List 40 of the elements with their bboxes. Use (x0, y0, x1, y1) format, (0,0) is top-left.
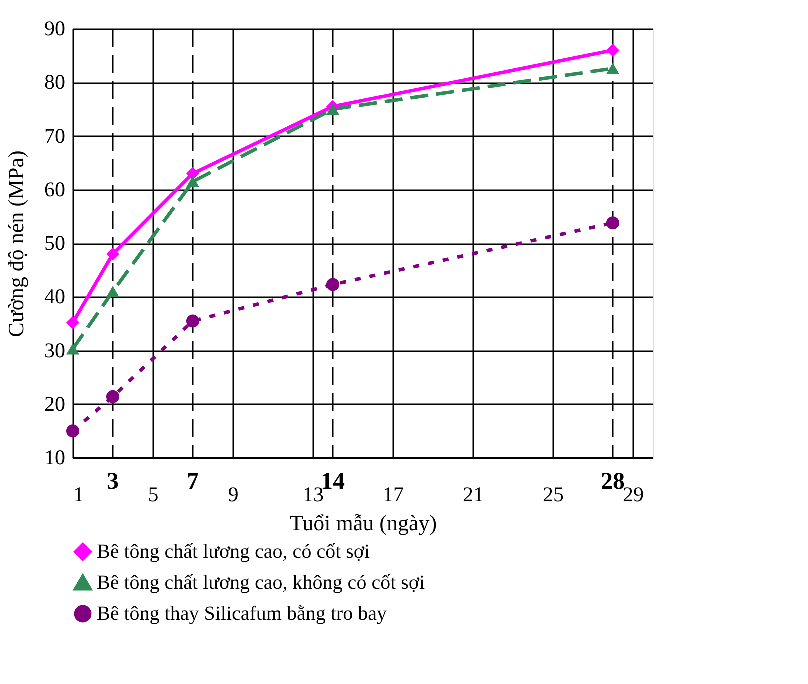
y-tick-label: 40 (44, 284, 66, 309)
y-tick-label: 90 (44, 16, 66, 40)
point (106, 390, 120, 404)
x-tick-label: 1 (74, 482, 84, 506)
x-tick-label: 13 (303, 482, 324, 506)
legend-label: Bê tông chất lương cao, có cốt sợi (97, 541, 370, 563)
point (186, 314, 200, 328)
point (606, 44, 620, 57)
point (186, 167, 200, 180)
x-tick-label: 25 (543, 482, 564, 506)
x-tick-label: 21 (463, 482, 484, 506)
point (66, 316, 80, 330)
point (326, 278, 340, 292)
x-tick-label: 17 (383, 482, 404, 506)
ref-line-label: 14 (321, 469, 345, 495)
point (106, 248, 120, 261)
point (326, 104, 340, 116)
x-tick-label: 5 (148, 482, 159, 506)
point (606, 216, 620, 230)
y-tick-label: 10 (44, 446, 66, 470)
point (106, 286, 120, 298)
x-axis-title: Tuổi mẫu (ngày) (290, 510, 438, 536)
y-tick-label: 70 (44, 124, 66, 148)
legend-label: Bê tông thay Silicafum bằng tro bay (97, 603, 387, 625)
point (66, 424, 80, 438)
x-tick-label: 9 (228, 482, 239, 506)
ref-line-label: 3 (107, 469, 119, 495)
point (606, 63, 620, 74)
ref-line-label: 28 (601, 469, 625, 495)
y-tick-label: 50 (44, 231, 66, 255)
x-tick-label: 29 (623, 482, 644, 506)
point (66, 343, 80, 355)
y-tick-label: 80 (44, 70, 66, 94)
legend-label: Bê tông chất lương cao, không có cốt sợi (97, 572, 426, 594)
y-axis-title: Cường độ nén (MPa) (4, 150, 28, 338)
y-tick-label: 30 (44, 338, 66, 362)
y-tick-label: 20 (44, 392, 66, 416)
point (186, 176, 200, 188)
ref-line-label: 7 (187, 469, 199, 495)
y-tick-label: 60 (44, 177, 66, 202)
